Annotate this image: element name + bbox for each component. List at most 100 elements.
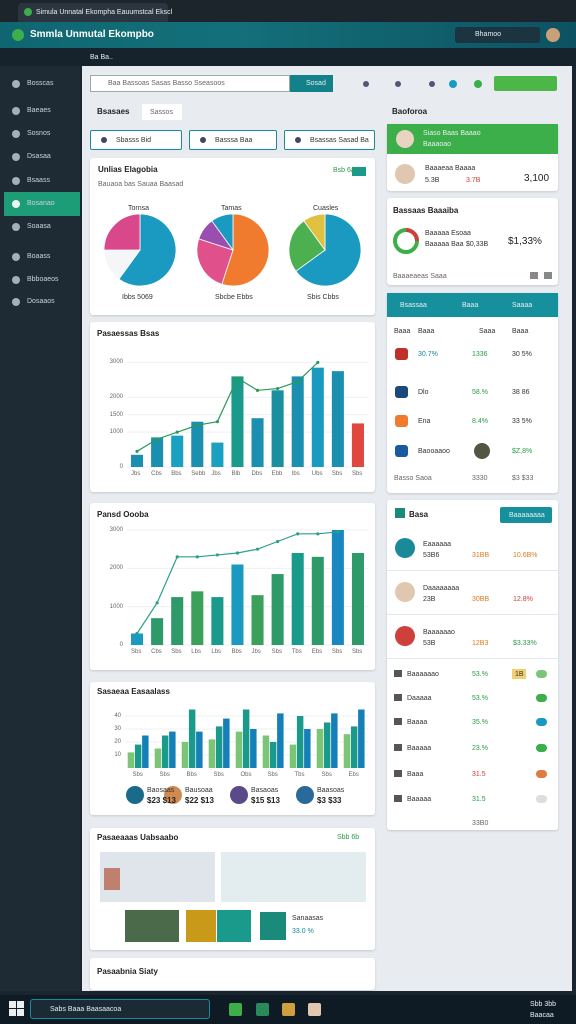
y-tick-label: 10 bbox=[114, 752, 121, 758]
nav-icon bbox=[12, 276, 20, 284]
badge-icon bbox=[352, 167, 366, 176]
legend-avatar bbox=[230, 786, 248, 804]
bar bbox=[289, 744, 297, 768]
taskbar-app[interactable] bbox=[308, 1003, 321, 1016]
nav-item[interactable]: Bbboaeos bbox=[27, 276, 59, 283]
filter-button[interactable] bbox=[284, 130, 375, 150]
taskbar-app[interactable] bbox=[229, 1003, 242, 1016]
legend-name: Bausoaa bbox=[185, 787, 213, 794]
user-name[interactable]: Bhamoo bbox=[475, 31, 502, 38]
taskbar-search-text[interactable]: Sabs Baaa Baasaacoa bbox=[50, 1006, 122, 1013]
bar bbox=[215, 726, 223, 768]
tab-label[interactable]: Sassos bbox=[150, 109, 173, 116]
x-tick-label: Jbs bbox=[251, 649, 261, 655]
tab-title[interactable]: Simula Unnatal Ekompha Eauumstcal Ekscl bbox=[36, 9, 173, 16]
x-tick-label: Sbs bbox=[271, 649, 282, 655]
bar bbox=[331, 713, 338, 768]
nav-item[interactable]: Bosscas bbox=[27, 80, 54, 87]
filter-label[interactable]: Basssa Baa bbox=[215, 137, 253, 144]
table-cell: $Z,8% bbox=[512, 448, 533, 455]
x-tick-label: Sbs bbox=[321, 772, 332, 778]
bar bbox=[181, 742, 189, 768]
row-badge-label: 1B bbox=[515, 671, 524, 678]
divider bbox=[387, 614, 558, 615]
x-tick-label: Jbs bbox=[131, 471, 141, 477]
x-tick-label: Sbs bbox=[213, 772, 224, 778]
taskbar-app[interactable] bbox=[282, 1003, 295, 1016]
nav-item[interactable]: Sosnos bbox=[27, 130, 51, 137]
search-button-label[interactable]: Sosad bbox=[306, 80, 326, 87]
list-button-label[interactable]: Baaaaaaaa bbox=[509, 512, 545, 519]
pie-slice bbox=[118, 213, 177, 287]
x-tick-label: Ibs bbox=[291, 471, 300, 477]
row-value: 53.% bbox=[472, 695, 488, 702]
tab-label[interactable]: Bsasaes bbox=[97, 107, 130, 116]
bar bbox=[131, 454, 144, 467]
search-button[interactable] bbox=[290, 75, 333, 92]
nav-item[interactable]: Boaass bbox=[27, 253, 51, 260]
nav-item[interactable]: Dosaaos bbox=[27, 298, 55, 305]
browser-tab[interactable] bbox=[18, 3, 168, 22]
thumbnail bbox=[125, 910, 179, 942]
world-map bbox=[221, 852, 366, 902]
status-chip bbox=[536, 795, 547, 803]
taskbar-app[interactable] bbox=[256, 1003, 269, 1016]
person-value: 53B6 bbox=[423, 552, 440, 559]
bar bbox=[242, 709, 250, 768]
nav-icon bbox=[12, 253, 20, 261]
bar bbox=[304, 729, 311, 768]
caption: Sanaasas bbox=[292, 915, 324, 922]
card-title: Pasaessas Bsas bbox=[97, 329, 160, 338]
list-card bbox=[387, 500, 558, 830]
nav-item[interactable]: Soaasa bbox=[27, 223, 51, 230]
bar bbox=[191, 421, 204, 467]
search-placeholder[interactable]: Baa Bassoas Sasas Basso Sseasoos bbox=[108, 80, 225, 87]
bar bbox=[331, 371, 344, 467]
avatar bbox=[396, 130, 414, 148]
y-tick-label: 2000 bbox=[109, 565, 123, 572]
nav-item[interactable]: Bosanao bbox=[27, 200, 55, 207]
avatar bbox=[395, 538, 415, 558]
x-tick-label: Bbs bbox=[171, 471, 182, 477]
bar bbox=[196, 731, 203, 768]
row-icon bbox=[394, 744, 402, 751]
bar bbox=[331, 530, 344, 645]
pie-slice bbox=[288, 220, 326, 272]
app-title: Smmla Unmutal Ekompbo bbox=[30, 29, 154, 40]
filter-button[interactable] bbox=[90, 130, 182, 150]
x-tick-label: Obs bbox=[240, 772, 252, 778]
row-badge bbox=[512, 669, 526, 679]
bar bbox=[296, 716, 304, 768]
profile-total: 3,100 bbox=[524, 173, 550, 184]
table-cell: 30.7% bbox=[418, 351, 438, 358]
filter-label[interactable]: Sbasss Bid bbox=[116, 137, 152, 144]
x-tick-label: Sbs bbox=[331, 471, 343, 477]
row-icon bbox=[395, 386, 408, 398]
bar bbox=[169, 731, 176, 768]
start-logo bbox=[9, 1009, 16, 1016]
y-tick-label: 0 bbox=[119, 464, 123, 470]
nav-item[interactable]: Dsasaa bbox=[27, 153, 51, 160]
profile-value: 3.7B bbox=[466, 177, 481, 184]
nav-item[interactable]: Bsaass bbox=[27, 177, 50, 184]
table-cell: 1336 bbox=[472, 351, 488, 358]
y-tick-label: 2000 bbox=[109, 394, 123, 401]
toolbar-icon bbox=[429, 81, 435, 87]
y-tick-label: 3000 bbox=[109, 527, 123, 533]
user-avatar bbox=[546, 28, 560, 42]
panel-title: Baoforoa bbox=[392, 107, 428, 116]
divider bbox=[387, 570, 558, 571]
legend-name: Baosaas bbox=[147, 787, 175, 794]
nav-item[interactable]: Baeaes bbox=[27, 107, 51, 114]
column-label: Baaa bbox=[394, 328, 411, 335]
filter-label[interactable]: Bsassas Sasad Ba bbox=[310, 137, 369, 144]
card-title: Unlias Elagobia bbox=[98, 165, 158, 174]
filter-button[interactable] bbox=[189, 130, 277, 150]
taskbar-search[interactable] bbox=[30, 999, 210, 1019]
app-logo bbox=[12, 29, 24, 41]
list-button[interactable] bbox=[500, 507, 552, 523]
action-button[interactable] bbox=[494, 76, 557, 91]
nav-icon bbox=[12, 153, 20, 161]
user-box[interactable] bbox=[455, 27, 540, 43]
